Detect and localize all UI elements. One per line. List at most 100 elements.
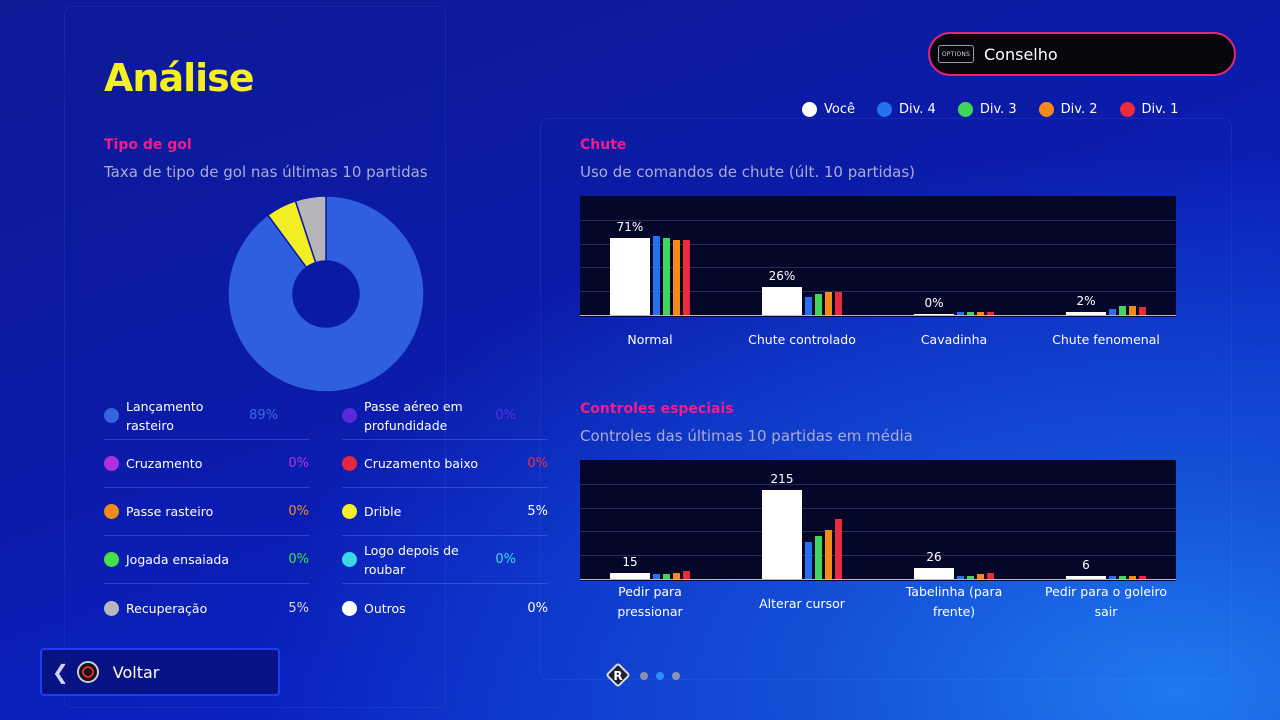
legend-item: Div. 3 bbox=[957, 102, 1017, 117]
bar-voc- bbox=[762, 490, 802, 579]
bar-div-4 bbox=[653, 236, 660, 315]
bar-div-2 bbox=[825, 530, 832, 579]
bar-value-label: 215 bbox=[770, 472, 794, 486]
bar-div-1 bbox=[683, 571, 690, 579]
bar-div-3 bbox=[815, 294, 822, 315]
bar-div-1 bbox=[987, 573, 994, 579]
goal-type-row: Cruzamento baixo 0% bbox=[342, 440, 548, 488]
goal-type-label: Logo depois de roubar bbox=[364, 542, 459, 577]
r-button-icon[interactable]: R bbox=[604, 664, 632, 688]
bar-value-label: 0% bbox=[924, 296, 944, 310]
legend-label: Div. 3 bbox=[979, 102, 1017, 117]
goal-type-row: Passe aéreo em profundidade 0% bbox=[342, 392, 548, 440]
x-axis-line bbox=[580, 315, 1176, 316]
bar-voc- bbox=[1066, 312, 1106, 315]
grid-line bbox=[580, 243, 1176, 245]
page-dot[interactable] bbox=[656, 672, 664, 680]
grid-line bbox=[580, 555, 1176, 557]
special-controls-subtitle: Controles das últimas 10 partidas em méd… bbox=[580, 427, 913, 445]
advice-button[interactable]: OPTIONS Conselho bbox=[928, 32, 1236, 76]
grid-line bbox=[580, 267, 1176, 269]
bar-div-4 bbox=[957, 576, 964, 579]
goal-type-label: Cruzamento baixo bbox=[364, 456, 479, 471]
legend-label: Div. 1 bbox=[1141, 102, 1179, 117]
bar-div-2 bbox=[1129, 576, 1136, 579]
category-label: Pedir para pressionar bbox=[617, 584, 683, 619]
background-frame bbox=[64, 6, 446, 708]
goal-type-dot bbox=[342, 456, 357, 471]
page-indicator: R bbox=[604, 664, 680, 688]
goal-type-dot bbox=[104, 456, 119, 471]
bar-div-1 bbox=[987, 312, 994, 315]
goal-type-value: 0% bbox=[495, 552, 516, 567]
bar-value-label: 26 bbox=[926, 550, 942, 564]
bar-value-label: 2% bbox=[1076, 294, 1096, 308]
goal-type-row: Recuperação 5% bbox=[104, 584, 309, 632]
grid-line bbox=[580, 507, 1176, 509]
bar-div-4 bbox=[1109, 309, 1116, 315]
bar-voc- bbox=[1066, 576, 1106, 579]
goal-type-value: 89% bbox=[249, 408, 278, 423]
grid-line bbox=[580, 531, 1176, 533]
bar-div-3 bbox=[967, 576, 974, 579]
bar-voc- bbox=[914, 314, 954, 315]
bar-div-2 bbox=[977, 574, 984, 579]
bar-div-3 bbox=[967, 312, 974, 315]
grid-line bbox=[580, 483, 1176, 485]
category-label: Tabelinha (para frente) bbox=[905, 584, 1003, 619]
options-button-icon: OPTIONS bbox=[938, 45, 974, 63]
shot-subtitle: Uso de comandos de chute (últ. 10 partid… bbox=[580, 163, 916, 181]
legend-label: Você bbox=[824, 102, 855, 117]
bar-div-2 bbox=[825, 292, 832, 315]
chevron-left-icon: ❮ bbox=[52, 660, 69, 684]
goal-type-row: Cruzamento 0% bbox=[104, 440, 309, 488]
goal-type-label: Drible bbox=[364, 504, 402, 519]
legend-item: Div. 1 bbox=[1119, 102, 1179, 117]
goal-type-label: Jogada ensaiada bbox=[126, 552, 230, 567]
goal-type-label: Cruzamento bbox=[126, 456, 203, 471]
legend-label: Div. 2 bbox=[1060, 102, 1098, 117]
bar-div-1 bbox=[835, 292, 842, 315]
bar-div-3 bbox=[815, 536, 822, 579]
circle-button-icon bbox=[76, 661, 99, 683]
bar-div-4 bbox=[805, 542, 812, 579]
category-label: Cavadinha bbox=[920, 332, 988, 347]
bar-div-4 bbox=[805, 297, 812, 315]
legend-dot bbox=[1119, 102, 1135, 117]
page-dot[interactable] bbox=[672, 672, 680, 680]
goal-type-value: 0% bbox=[288, 456, 309, 471]
back-button[interactable]: ❮ Voltar bbox=[40, 648, 280, 696]
page-title: Análise bbox=[104, 56, 255, 100]
page-dot[interactable] bbox=[640, 672, 648, 680]
goal-type-dot bbox=[104, 408, 119, 423]
goal-type-subtitle: Taxa de tipo de gol nas últimas 10 parti… bbox=[104, 163, 428, 181]
bar-div-1 bbox=[1139, 576, 1146, 579]
bar-voc- bbox=[610, 573, 650, 579]
grid-line bbox=[580, 219, 1176, 221]
category-label: Chute controlado bbox=[748, 332, 856, 347]
shot-chart: 71% 26% 0% 2% bbox=[580, 196, 1176, 317]
goal-type-value: 0% bbox=[527, 456, 548, 471]
goal-type-dot bbox=[104, 600, 119, 616]
goal-type-row: Lançamento rasteiro 89% bbox=[104, 392, 309, 440]
bar-div-2 bbox=[673, 240, 680, 315]
bar-voc- bbox=[762, 287, 802, 315]
bar-div-2 bbox=[1129, 306, 1136, 315]
goal-type-dot bbox=[342, 504, 357, 519]
goal-type-value: 0% bbox=[495, 408, 516, 423]
bar-voc- bbox=[610, 238, 650, 315]
category-label: Chute fenomenal bbox=[1052, 332, 1160, 347]
goal-type-label: Lançamento rasteiro bbox=[126, 398, 204, 433]
legend-dot bbox=[1038, 102, 1054, 117]
goal-type-label: Passe aéreo em profundidade bbox=[364, 398, 463, 433]
goal-type-row: Passe rasteiro 0% bbox=[104, 488, 309, 536]
donut-hole bbox=[293, 261, 359, 327]
legend-dot bbox=[802, 102, 817, 117]
special-controls-chart: 15 215 26 6 bbox=[580, 460, 1176, 581]
bar-div-1 bbox=[683, 240, 690, 315]
bar-div-3 bbox=[663, 238, 670, 315]
chart-legend: Você Div. 4 Div. 3 Div. 2 Div. 1 bbox=[802, 102, 1200, 117]
goal-type-row: Jogada ensaiada 0% bbox=[104, 536, 309, 584]
goal-type-value: 0% bbox=[288, 552, 309, 567]
goal-type-title: Tipo de gol bbox=[104, 137, 192, 153]
